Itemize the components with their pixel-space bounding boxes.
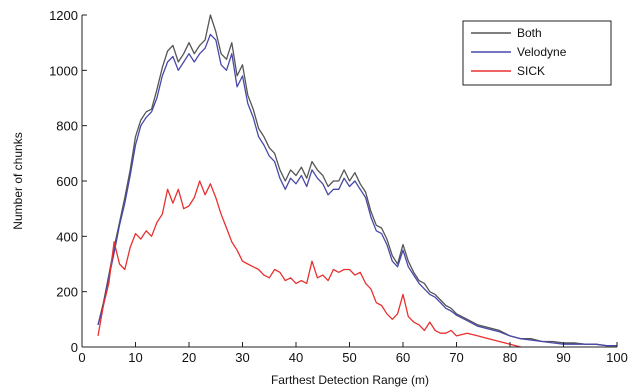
- x-tick-label: 50: [342, 350, 356, 365]
- legend-label-velodyne: Velodyne: [517, 45, 567, 59]
- legend-items: Both Velodyne SICK: [471, 26, 567, 78]
- y-tick-label: 200: [56, 285, 78, 300]
- y-tick-label: 400: [56, 229, 78, 244]
- x-tick-label: 60: [396, 350, 410, 365]
- y-tick-label: 1000: [49, 63, 78, 78]
- x-axis-ticks: 0 10 20 30 40 50 60 70 80 90 100: [78, 342, 628, 365]
- y-axis-ticks: 0 200 400 600 800 1000 1200: [49, 8, 87, 355]
- y-tick-label: 1200: [49, 8, 78, 23]
- x-tick-label: 80: [503, 350, 517, 365]
- y-axis-title: Number of chunks: [11, 132, 25, 229]
- y-tick-label: 0: [71, 340, 78, 355]
- y-tick-label: 600: [56, 174, 78, 189]
- x-tick-label: 70: [449, 350, 463, 365]
- series-line-sick: [97, 180, 521, 348]
- x-tick-label: 90: [556, 350, 570, 365]
- x-tick-label: 100: [606, 350, 628, 365]
- legend: Both Velodyne SICK: [462, 20, 612, 86]
- y-tick-label: 800: [56, 119, 78, 134]
- x-axis-title: Farthest Detection Range (m): [271, 373, 429, 387]
- x-tick-label: 30: [235, 350, 249, 365]
- x-tick-label: 20: [182, 350, 196, 365]
- series-line-velodyne: [97, 33, 617, 347]
- legend-label-both: Both: [517, 26, 542, 40]
- x-tick-label: 0: [78, 350, 85, 365]
- series-group: [97, 14, 617, 348]
- legend-box: [462, 20, 612, 86]
- series-line-both: [97, 14, 617, 347]
- legend-label-sick: SICK: [517, 64, 545, 78]
- x-tick-label: 40: [289, 350, 303, 365]
- x-tick-label: 10: [128, 350, 142, 365]
